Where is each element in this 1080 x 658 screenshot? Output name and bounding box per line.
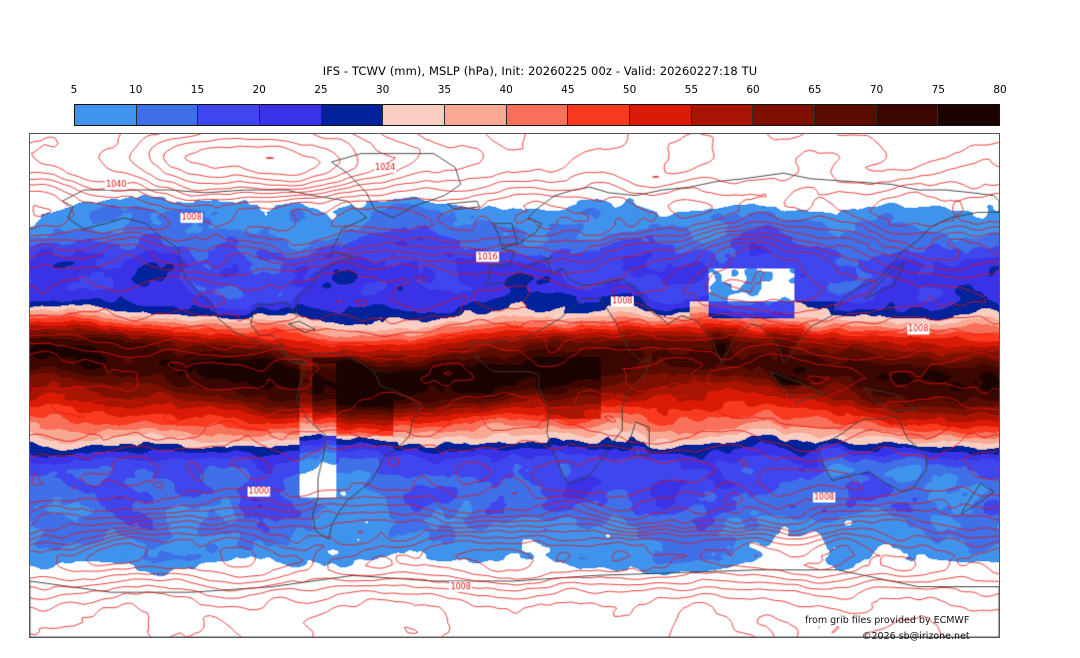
- colorbar-swatch-65: [815, 105, 877, 125]
- colorbar-tick-20: 20: [252, 84, 266, 96]
- colorbar-swatch-5: [75, 105, 137, 125]
- colorbar-swatch-10: [136, 105, 199, 125]
- colorbar-tick-5: 5: [70, 84, 78, 96]
- colorbar-tick-45: 45: [561, 84, 575, 96]
- colorbar-tick-70: 70: [869, 84, 884, 96]
- colorbar-swatch-55: [691, 105, 754, 125]
- colorbar-swatch-45: [568, 105, 631, 125]
- colorbar: 5 10 15 20 25 30 35 40 45 50 55 60 65 70 75 80: [70, 84, 1007, 126]
- colorbar-swatch-40: [506, 105, 569, 125]
- colorbar-swatch-15: [198, 105, 261, 125]
- colorbar-tick-80: 80: [993, 84, 1007, 96]
- source-attribution: from grib files provided by ECMWF: [805, 615, 970, 626]
- colorbar-tick-15: 15: [190, 84, 205, 96]
- colorbar-swatch-20: [260, 105, 322, 125]
- colorbar-tick-25: 25: [314, 84, 328, 96]
- colorbar-swatches: [74, 104, 1000, 126]
- colorbar-tick-60: 60: [746, 84, 760, 96]
- colorbar-swatch-70: [876, 105, 939, 125]
- colorbar-swatch-30: [383, 105, 446, 125]
- copyright-attribution: ©2026 sb@irizone.net: [862, 631, 970, 642]
- colorbar-swatch-60: [753, 105, 816, 125]
- colorbar-tick-30: 30: [375, 84, 390, 96]
- map-panel[interactable]: [29, 133, 1000, 638]
- colorbar-tick-10: 10: [129, 84, 143, 96]
- colorbar-swatch-35: [445, 105, 507, 125]
- colorbar-tick-labels: 5 10 15 20 25 30 35 40 45 50 55 60 65 70 75 80: [70, 84, 1007, 104]
- colorbar-tick-55: 55: [684, 84, 699, 96]
- colorbar-swatch-75: [938, 105, 1000, 125]
- colorbar-tick-40: 40: [499, 84, 513, 96]
- tcwv-mslp-map-canvas[interactable]: [30, 134, 999, 637]
- colorbar-tick-65: 65: [808, 84, 822, 96]
- colorbar-tick-50: 50: [622, 84, 637, 96]
- colorbar-tick-75: 75: [931, 84, 945, 96]
- colorbar-tick-35: 35: [437, 84, 452, 96]
- page-title: IFS - TCWV (mm), MSLP (hPa), Init: 20260…: [322, 64, 758, 78]
- colorbar-swatch-25: [321, 105, 384, 125]
- colorbar-swatch-50: [630, 105, 692, 125]
